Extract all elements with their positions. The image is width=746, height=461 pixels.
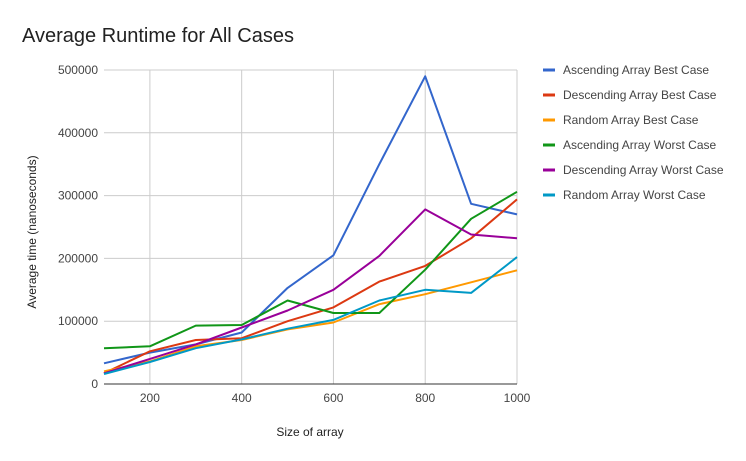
series-line-5 [103, 208, 518, 375]
legend-entry-label: Random Array Worst Case [563, 188, 706, 202]
x-axis-ticks: 200 400 600 800 1000 [140, 391, 531, 405]
chart-title: Average Runtime for All Cases [22, 25, 294, 47]
y-tick-label: 200000 [58, 251, 98, 265]
x-tick-label: 400 [232, 391, 252, 405]
x-tick-label: 200 [140, 391, 160, 405]
x-tick-label: 800 [415, 391, 435, 405]
legend-entry-label: Random Array Best Case [563, 113, 699, 127]
y-axis-label: Average time (nanoseconds) [25, 155, 39, 308]
y-tick-label: 100000 [58, 314, 98, 328]
legend-entry-label: Descending Array Worst Case [563, 163, 724, 177]
y-tick-label: 400000 [58, 126, 98, 140]
x-axis-label: Size of array [276, 425, 343, 439]
series-line-1 [103, 75, 518, 365]
legend: Ascending Array Best Case Descending Arra… [543, 63, 724, 202]
y-tick-label: 0 [91, 377, 98, 391]
legend-entry-label: Ascending Array Worst Case [563, 138, 717, 152]
series-line-4 [103, 190, 518, 350]
x-tick-label: 600 [323, 391, 343, 405]
x-tick-label: 1000 [504, 391, 531, 405]
series-line-6 [103, 256, 518, 375]
series-lines [103, 75, 518, 375]
series-line-2 [103, 198, 518, 375]
legend-entry-label: Descending Array Best Case [563, 88, 717, 102]
grid [104, 69, 518, 384]
legend-entry-label: Ascending Array Best Case [563, 63, 709, 77]
y-axis-ticks: 0 100000 200000 300000 400000 500000 [58, 63, 98, 391]
y-tick-label: 300000 [58, 189, 98, 203]
series-line-3 [103, 269, 518, 373]
y-tick-label: 500000 [58, 63, 98, 77]
